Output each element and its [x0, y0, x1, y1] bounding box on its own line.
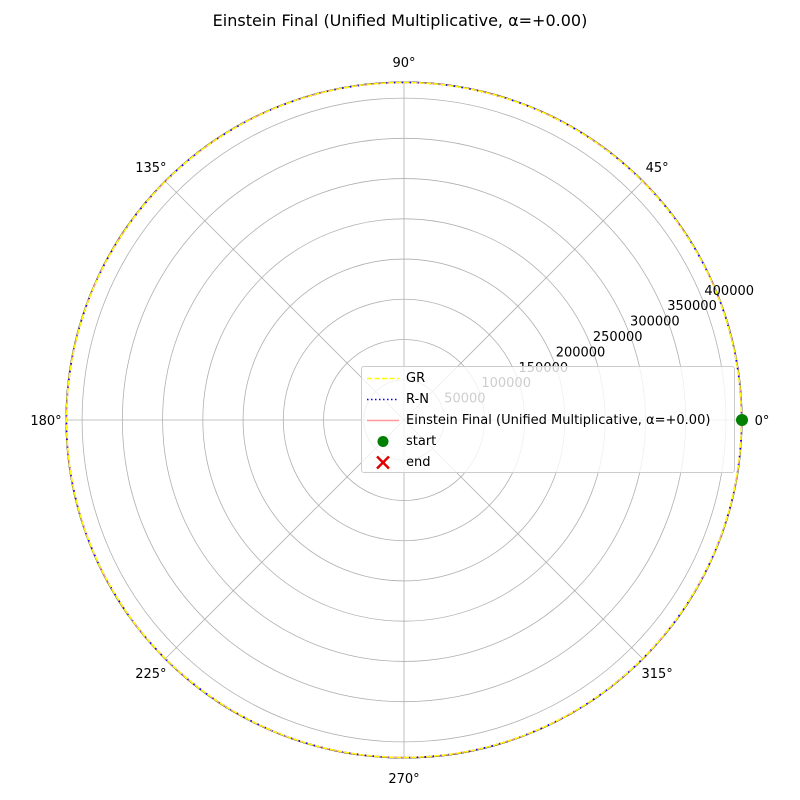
angle-tick-label-1: 45° [646, 161, 669, 176]
legend-swatch-einstein [367, 419, 399, 422]
radial-tick-label-7: 400000 [704, 284, 754, 299]
legend-swatch-rn [367, 398, 399, 401]
radial-tick-label-5: 300000 [630, 315, 680, 330]
angle-tick-label-6: 270° [388, 772, 419, 787]
radial-tick-label-4: 250000 [593, 330, 643, 345]
legend-swatch-start [377, 436, 389, 447]
angle-tick-label-0: 0° [755, 414, 770, 429]
legend-label-einstein: Einstein Final (Unified Multiplicative, … [406, 413, 711, 428]
marker-layer [736, 414, 748, 426]
legend-label-gr: GR [406, 371, 426, 386]
radial-tick-label-3: 200000 [556, 345, 606, 360]
angle-tick-label-2: 90° [392, 56, 415, 71]
legend-label-start: start [406, 434, 437, 449]
legend-label-rn: R-N [406, 392, 429, 407]
legend-label-end: end [406, 455, 431, 470]
legend: GR R-N Einstein Final (Unified Multiplic… [361, 366, 735, 473]
angle-tick-label-4: 180° [30, 414, 61, 429]
angle-tick-label-3: 135° [135, 161, 166, 176]
chart-title: Einstein Final (Unified Multiplicative, … [212, 11, 588, 30]
marker-start [736, 414, 748, 426]
legend-swatch-gr [367, 377, 399, 380]
angle-tick-label-5: 225° [135, 667, 166, 682]
legend-swatch-end [376, 455, 390, 470]
radial-tick-label-6: 350000 [667, 299, 717, 314]
angle-tick-label-7: 315° [641, 667, 672, 682]
